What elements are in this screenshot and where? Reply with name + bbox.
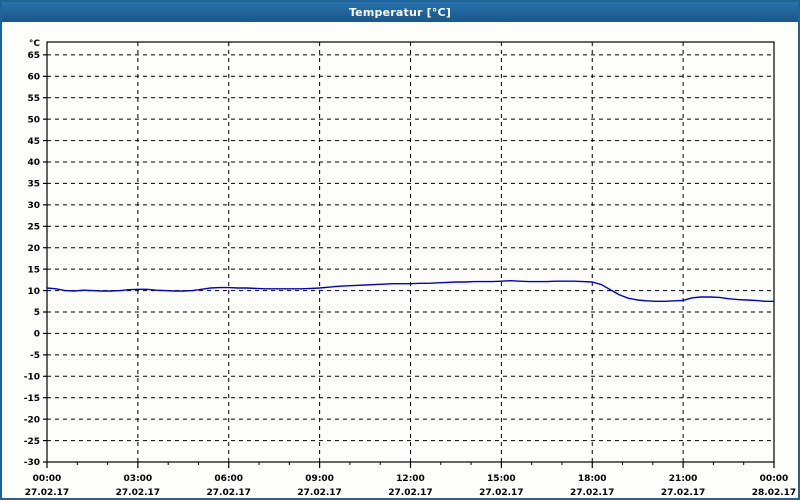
y-axis-tick-label: 60	[27, 72, 40, 82]
y-axis-unit-label: °C	[29, 39, 41, 49]
x-axis-time-label: 09:00	[305, 474, 334, 484]
y-axis-unit-group: °C	[29, 39, 41, 49]
x-axis-date-label: 27.02.17	[25, 488, 69, 498]
y-axis-tick-label: 40	[27, 158, 40, 168]
x-axis-major-ticks	[46, 462, 775, 468]
x-axis-minor-ticks	[76, 462, 745, 465]
x-axis-date-label: 28.02.17	[752, 488, 796, 498]
y-axis-tick-label: 15	[27, 265, 40, 275]
chart-background	[2, 22, 798, 498]
x-axis-time-labels: 00:00 03:00 06:00 09:00 12:00 15:00 18:00 21:00…	[33, 474, 789, 484]
window-titlebar: Temperatur [°C]	[2, 2, 798, 22]
x-axis-date-label: 27.02.17	[207, 488, 251, 498]
y-axis-tick-label: -20	[24, 415, 40, 425]
x-axis-date-label: 27.02.17	[570, 488, 614, 498]
x-axis-time-label: 18:00	[578, 474, 607, 484]
x-axis-time-label: 21:00	[669, 474, 698, 484]
x-axis-time-label: 00:00	[760, 474, 789, 484]
y-axis-tick-label: 50	[27, 115, 40, 125]
y-axis-tick-label: 65	[27, 51, 40, 61]
y-axis-tick-label: -10	[24, 372, 40, 382]
vertical-gridlines	[137, 42, 684, 462]
x-axis-time-label: 06:00	[214, 474, 243, 484]
x-axis-date-label: 27.02.17	[661, 488, 705, 498]
y-axis-tick-label: 25	[27, 222, 40, 232]
y-axis-tick-label: -15	[24, 394, 40, 404]
x-axis-date-label: 27.02.17	[116, 488, 160, 498]
y-axis-tick-label: -25	[24, 437, 40, 447]
y-axis-tick-label: 35	[27, 180, 40, 190]
x-axis-time-label: 15:00	[487, 474, 516, 484]
x-axis-date-label: 27.02.17	[297, 488, 341, 498]
x-axis-date-labels: 27.02.17 27.02.17 27.02.17 27.02.17 27.02.17…	[25, 488, 796, 498]
y-axis-tick-label: -5	[30, 351, 40, 361]
y-axis-tick-label: 0	[34, 330, 40, 340]
window-title: Temperatur [°C]	[348, 5, 452, 19]
y-axis-tick-label: -30	[24, 458, 40, 468]
y-axis-tick-labels: 65605550454035302520151050-5-10-15-20-25…	[24, 51, 40, 468]
temperature-line-chart: °C 65605550454035302520151050-5-10-15-20…	[2, 22, 798, 498]
temperature-series-line	[46, 280, 775, 302]
y-axis-tick-label: 30	[27, 201, 40, 211]
x-axis-time-label: 03:00	[124, 474, 153, 484]
chart-plot-container: °C 65 60 55 50 45 40 35 30 25 20 15 10 5 0 -5 -10 -15 -20…	[2, 22, 798, 498]
y-axis-tick-label: 55	[27, 94, 40, 104]
x-axis-date-label: 27.02.17	[479, 488, 523, 498]
y-axis-ticks	[43, 54, 47, 463]
y-axis-tick-label: 5	[34, 308, 40, 318]
y-axis-tick-label: 10	[27, 287, 40, 297]
x-axis-time-label: 00:00	[33, 474, 62, 484]
x-axis-time-label: 12:00	[396, 474, 425, 484]
x-axis-date-label: 27.02.17	[388, 488, 432, 498]
y-axis-tick-label: 20	[27, 244, 40, 254]
y-axis-tick-label: 45	[27, 137, 40, 147]
